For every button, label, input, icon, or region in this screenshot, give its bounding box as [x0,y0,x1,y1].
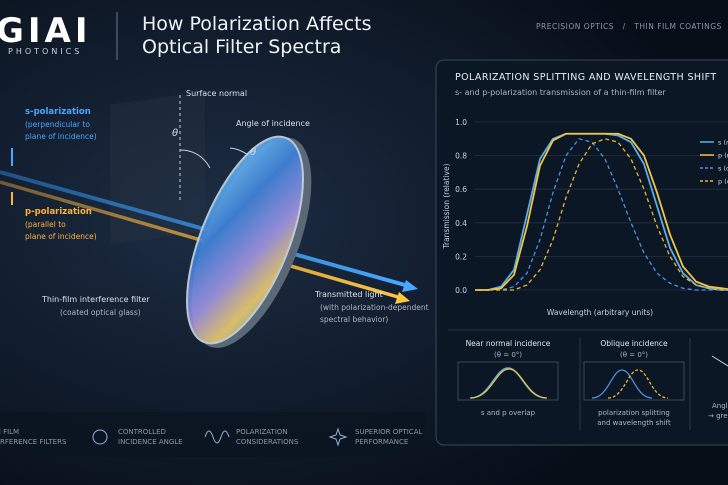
y-tick-label: 1.0 [455,118,467,127]
icon [328,427,348,447]
inset-caption: → greater [708,412,728,420]
transmitted-label: (with polarization-dependent [320,303,429,312]
inset-icon [711,355,728,367]
legend-label: p (near normal) [718,152,728,160]
s-label: s-polarization [25,107,91,117]
x-axis-label: Wavelength (arbitrary units) [547,308,653,317]
inset-box [457,361,559,401]
filter-label: Thin-film interference filter [41,295,150,304]
feature-text: PERFORMANCE [355,438,408,446]
plane [110,91,205,245]
angle-arc [179,149,211,169]
legend-label: s (oblique incidence) [718,165,728,173]
y-tick-label: 0.4 [455,219,467,228]
nav[interactable]: PRECISION OPTICS / THIN FILM COATINGS / … [536,22,728,31]
arrow [402,280,418,292]
icon [92,429,108,445]
feature-text: POLARIZATION [236,428,288,436]
y-tick-label: 0.6 [455,185,467,194]
feature-text: THIN FILM [0,428,19,436]
feature-text: CONSIDERATIONS [236,438,299,446]
transmitted-label: Transmitted light [314,290,383,299]
y-axis-label: Transmission (relative) [442,163,451,249]
title-line: How Polarization Affects [142,13,372,35]
chart-title: POLARIZATION SPLITTING AND WAVELENGTH SH… [455,72,717,83]
inset-condition: (θ = 0°) [494,351,522,359]
feature-text: SUPERIOR OPTICAL [355,428,422,436]
theta: θ [250,147,256,158]
disc-face [186,135,304,345]
s-label: (perpendicular to [25,120,90,129]
y-tick-label: 0.2 [455,252,467,261]
inset-curve [607,369,669,399]
inset-caption: polarization splitting [598,409,670,417]
logo: GIAI [0,11,92,51]
inset-curve [470,368,548,399]
series-line [475,138,728,291]
series-line [475,132,728,291]
y-tick-label: 0.8 [455,152,467,161]
filter-label: (coated optical glass) [60,308,141,317]
inset-box [583,361,685,401]
arrow [395,292,410,304]
inset-title: Near normal incidence [466,339,551,348]
theta: θ [172,128,178,139]
angle-label: Angle of incidence [236,119,310,128]
title-line: Optical Filter Spectra [142,36,341,58]
inset-caption: and wavelength shift [597,419,671,427]
chart-subtitle: s- and p-polarization transmission of a … [455,88,666,97]
legend-label: s (near normal) [718,139,728,147]
feature-text: CONTROLLED [118,428,166,436]
inset-caption: Angle [712,402,728,410]
filter-disc [186,135,312,348]
inset-condition: (θ = 0°) [620,351,648,359]
p-label: p-polarization [25,207,92,217]
inset-title: Oblique incidence [600,339,668,348]
feature-text: INCIDENCE ANGLE [118,438,183,446]
panel-content: POLARIZATION SPLITTING AND WAVELENGTH SH… [442,72,728,430]
chart-panel [435,59,728,446]
series-line [475,138,728,291]
inset-caption: s and p overlap [481,409,536,417]
brand: PHOTONICS [8,47,82,56]
inset-curve [591,369,653,399]
y-tick-label: 0.0 [455,286,467,295]
transmitted-label: spectral behavior) [320,315,388,324]
p-label: plane of incidence) [25,232,97,241]
icon [204,430,230,444]
s-label: plane of incidence) [25,132,97,141]
legend-label: p (oblique incidence) [718,178,728,186]
feature-text: INTERFERENCE FILTERS [0,438,67,446]
normal-label: Surface normal [186,89,247,98]
p-label: (parallel to [25,220,66,229]
